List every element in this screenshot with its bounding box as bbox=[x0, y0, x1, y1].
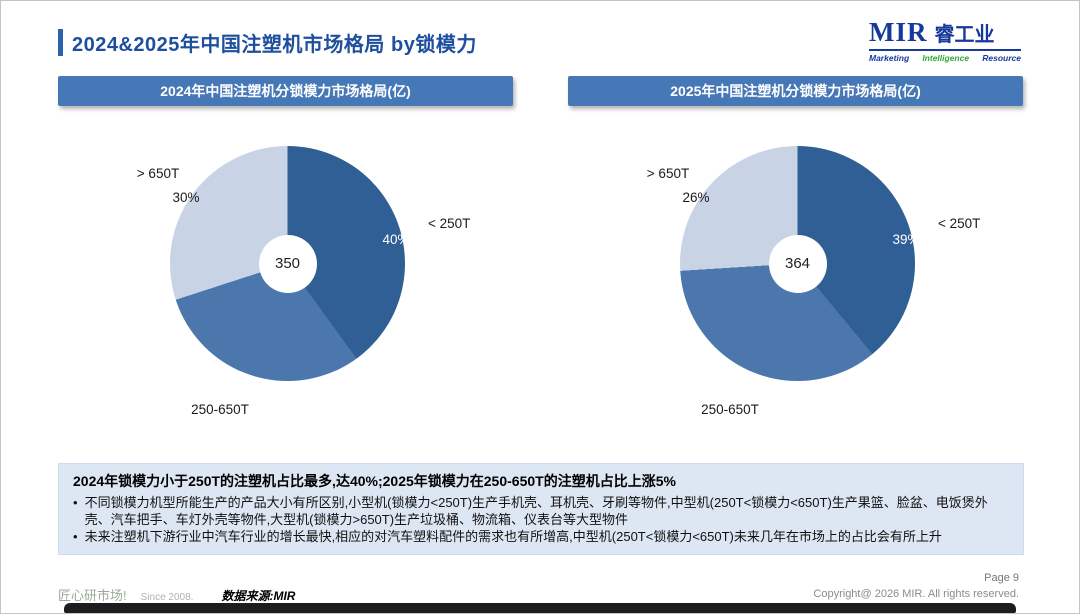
bullet-marker: • bbox=[73, 494, 78, 510]
logo-tagline-resource: Resource bbox=[982, 53, 1021, 63]
page-number: Page 9 bbox=[984, 572, 1019, 584]
bullet-marker: • bbox=[73, 529, 78, 545]
pie-2025-pct-gt650: 26% bbox=[682, 190, 710, 205]
footer-left: 匠心研市场! Since 2008. 数据来源:MIR bbox=[58, 585, 295, 604]
logo-divider bbox=[869, 49, 1021, 51]
pie-center-total-2025: 364 bbox=[768, 234, 827, 293]
pie-2024-label-gt650: > 650T bbox=[136, 166, 180, 181]
summary-bullet-1-text: 不同锁模力机型所能生产的产品大小有所区别,小型机(锁模力<250T)生产手机壳、… bbox=[84, 494, 988, 528]
pie-chart-2024: 350 bbox=[170, 146, 405, 381]
pie-2025-label-gt650: > 650T bbox=[646, 166, 690, 181]
pie-center-total-2024: 350 bbox=[258, 234, 317, 293]
pie-area-2025: 364 > 650T 26% < 250T 39% 35% 250-650T bbox=[568, 106, 1023, 446]
title-accent-bar bbox=[58, 29, 63, 56]
logo-tagline: Marketing Intelligence Resource bbox=[869, 53, 1021, 63]
summary-bullet-2: • 未来注塑机下游行业中汽车行业的增长最快,相应的对汽车塑料配件的需求也有所增高… bbox=[73, 528, 1009, 545]
pie-chart-2025: 364 bbox=[680, 146, 915, 381]
summary-heading: 2024年锁模力小于250T的注塑机占比最多,达40%;2025年锁模力在250… bbox=[73, 473, 676, 489]
pie-2024-label-250-650: 250-650T bbox=[191, 402, 249, 417]
summary-bullet-1: • 不同锁模力机型所能生产的产品大小有所区别,小型机(锁模力<250T)生产手机… bbox=[73, 494, 1009, 528]
logo-tagline-marketing: Marketing bbox=[869, 53, 910, 63]
logo-wordmark: MIR 睿工业 bbox=[869, 17, 1021, 48]
title-row: 2024&2025年中国注塑机市场格局 by锁模力 bbox=[58, 28, 477, 57]
pie-2024-pct-lt250: 40% bbox=[382, 232, 410, 247]
logo-mir-text: MIR bbox=[869, 17, 928, 47]
mir-logo: MIR 睿工业 Marketing Intelligence Resource bbox=[869, 17, 1021, 63]
chart-title-2025: 2025年中国注塑机分锁模力市场格局(亿) bbox=[568, 76, 1023, 106]
pie-2024-pct-250-650: 30% bbox=[223, 372, 251, 387]
pie-2025-pct-250-650: 35% bbox=[733, 372, 761, 387]
bottom-bezel-bar bbox=[64, 603, 1016, 613]
logo-tagline-intelligence: Intelligence bbox=[922, 53, 970, 63]
page-title: 2024&2025年中国注塑机市场格局 by锁模力 bbox=[72, 34, 477, 56]
chart-panel-2024: 2024年中国注塑机分锁模力市场格局(亿) 350 > 650T 30% < 2… bbox=[58, 76, 513, 446]
summary-box: 2024年锁模力小于250T的注塑机占比最多,达40%;2025年锁模力在250… bbox=[58, 463, 1024, 556]
footer-since: Since 2008. bbox=[140, 592, 194, 603]
copyright-notice: Copyright@ 2026 MIR. All rights reserved… bbox=[813, 588, 1019, 600]
chart-panel-2025: 2025年中国注塑机分锁模力市场格局(亿) 364 > 650T 26% < 2… bbox=[568, 76, 1023, 446]
pie-2025-label-lt250: < 250T bbox=[938, 216, 981, 231]
summary-bullet-2-text: 未来注塑机下游行业中汽车行业的增长最快,相应的对汽车塑料配件的需求也有所增高,中… bbox=[84, 529, 942, 545]
pie-2025-pct-lt250: 39% bbox=[892, 232, 920, 247]
pie-area-2024: 350 > 650T 30% < 250T 40% 30% 250-650T bbox=[58, 106, 513, 446]
pie-2024-label-lt250: < 250T bbox=[428, 216, 471, 231]
summary-bullet-list: • 不同锁模力机型所能生产的产品大小有所区别,小型机(锁模力<250T)生产手机… bbox=[73, 494, 1009, 545]
pie-2025-label-250-650: 250-650T bbox=[701, 402, 759, 417]
logo-cn-text: 睿工业 bbox=[934, 24, 995, 46]
data-source: 数据来源:MIR bbox=[221, 589, 296, 603]
chart-title-2024: 2024年中国注塑机分锁模力市场格局(亿) bbox=[58, 76, 513, 106]
footer-brand: 匠心研市场! bbox=[58, 588, 127, 603]
pie-2024-pct-gt650: 30% bbox=[172, 190, 200, 205]
